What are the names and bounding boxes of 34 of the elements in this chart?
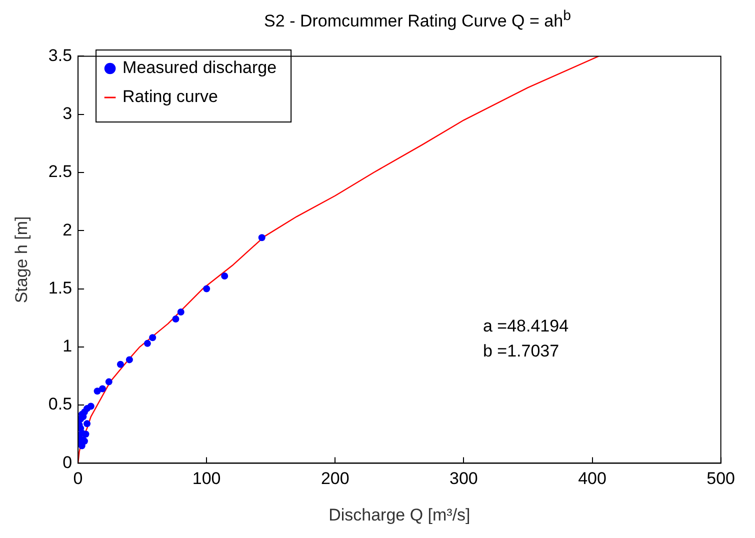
point [116,360,124,368]
point [105,378,112,386]
annotation: b =1.7037 [482,342,560,361]
point [258,234,266,242]
point [82,430,90,438]
annotation: a =48.4194 [482,316,569,336]
x-tick-label: 100 [192,469,221,488]
x-tick-label: 500 [706,469,736,488]
chart-title: S2 - Dromcummer Rating Curve Q = ah$^{b}$ [263,8,572,33]
y-tick-label: 0 [62,452,72,472]
y-tick-label: 1.5 [48,278,72,298]
y-tick-label: 2.5 [48,162,72,182]
point [172,316,180,323]
point [98,385,106,392]
x-tick-label: 400 [578,469,606,488]
point [94,388,101,395]
legend-label: Measured discharge [122,58,277,78]
y-axis-title: Stage h [m] [12,216,31,304]
point [221,272,228,280]
x-axis-title: Discharge Q [m³/s] [328,505,470,524]
point [203,285,210,292]
point [144,340,151,347]
x-tick-label: 200 [320,469,350,488]
y-tick-label: 1 [62,336,72,356]
x-tick-label: 300 [450,469,478,488]
point [149,334,156,342]
point [177,308,184,316]
y-tick-label: 0.5 [48,394,72,414]
point [84,420,91,428]
y-tick-label: 3.5 [48,46,72,65]
y-tick-label: 2 [62,220,72,240]
y-tick-label: 3 [62,104,72,124]
point [126,356,133,364]
legend-label: Rating curve [122,87,218,106]
